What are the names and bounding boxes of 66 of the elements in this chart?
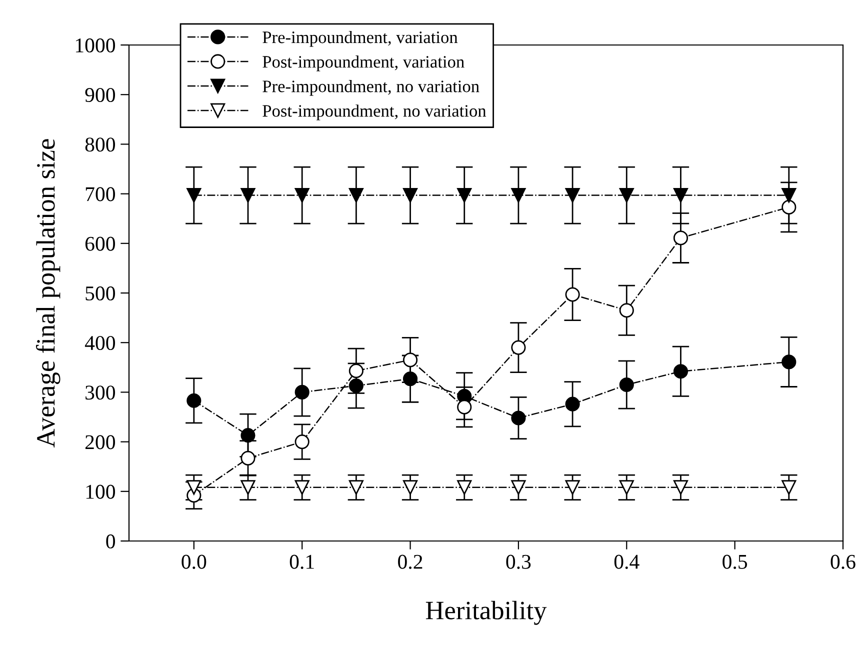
point bbox=[186, 393, 202, 408]
point bbox=[673, 480, 688, 495]
point bbox=[294, 480, 310, 495]
legend-label: Pre-impoundment, no variation bbox=[262, 80, 480, 96]
y-tick-label: 1000 bbox=[76, 38, 116, 52]
point bbox=[619, 377, 634, 392]
y-tick-label: 200 bbox=[85, 435, 116, 450]
legend-label: Pre-impoundment, variation bbox=[262, 30, 458, 47]
y-tick-label: 100 bbox=[86, 484, 116, 499]
point bbox=[457, 480, 472, 495]
x-tick-label: 0.5 bbox=[722, 554, 748, 569]
point bbox=[511, 188, 526, 203]
legend-label: Post-impoundment, variation bbox=[262, 56, 464, 72]
point bbox=[565, 188, 580, 203]
y-tick-label: 300 bbox=[86, 386, 116, 400]
x-tick-label: 0.1 bbox=[290, 554, 314, 569]
point bbox=[294, 188, 310, 203]
y-tick-label: 600 bbox=[85, 236, 116, 251]
x-tick-label: 0.3 bbox=[506, 554, 531, 569]
point bbox=[782, 480, 796, 495]
point bbox=[402, 188, 418, 203]
x-tick-label: 0.4 bbox=[614, 554, 640, 569]
point bbox=[619, 303, 634, 318]
point bbox=[294, 384, 310, 400]
point bbox=[457, 400, 472, 414]
point bbox=[673, 364, 688, 379]
point bbox=[565, 480, 580, 495]
point bbox=[402, 372, 418, 386]
point bbox=[565, 396, 580, 412]
point bbox=[186, 188, 202, 203]
x-tick-label: 0.2 bbox=[398, 554, 422, 569]
point bbox=[619, 480, 634, 495]
y-tick-label: 900 bbox=[85, 88, 116, 102]
y-tick-label: 700 bbox=[86, 187, 116, 202]
point bbox=[782, 188, 796, 203]
y-tick-label: 500 bbox=[86, 286, 116, 300]
point bbox=[348, 188, 364, 203]
point bbox=[348, 364, 364, 378]
point bbox=[402, 352, 418, 368]
x-axis-title: Heritability bbox=[426, 600, 547, 625]
point bbox=[511, 340, 526, 355]
legend-label: Post-impoundment, no variation bbox=[262, 104, 486, 120]
y-tick-label: 0 bbox=[106, 534, 116, 548]
point bbox=[240, 428, 256, 443]
point bbox=[673, 230, 688, 246]
x-tick-label: 0.0 bbox=[182, 554, 206, 569]
point bbox=[511, 410, 526, 426]
point bbox=[402, 480, 418, 495]
point bbox=[782, 200, 796, 214]
point bbox=[348, 480, 364, 495]
point bbox=[511, 480, 526, 495]
point bbox=[294, 434, 310, 450]
y-axis-title: Average final population size bbox=[36, 139, 60, 448]
point bbox=[186, 480, 202, 495]
point bbox=[619, 188, 634, 203]
point bbox=[565, 287, 580, 302]
y-tick-label: 400 bbox=[84, 336, 116, 350]
point bbox=[240, 450, 256, 466]
x-tick-label: 0.6 bbox=[830, 554, 856, 569]
y-tick-label: 800 bbox=[85, 138, 116, 152]
point bbox=[673, 188, 688, 203]
point bbox=[348, 378, 364, 394]
point bbox=[240, 188, 256, 203]
point bbox=[457, 188, 472, 203]
point bbox=[240, 480, 256, 495]
point bbox=[782, 354, 796, 370]
